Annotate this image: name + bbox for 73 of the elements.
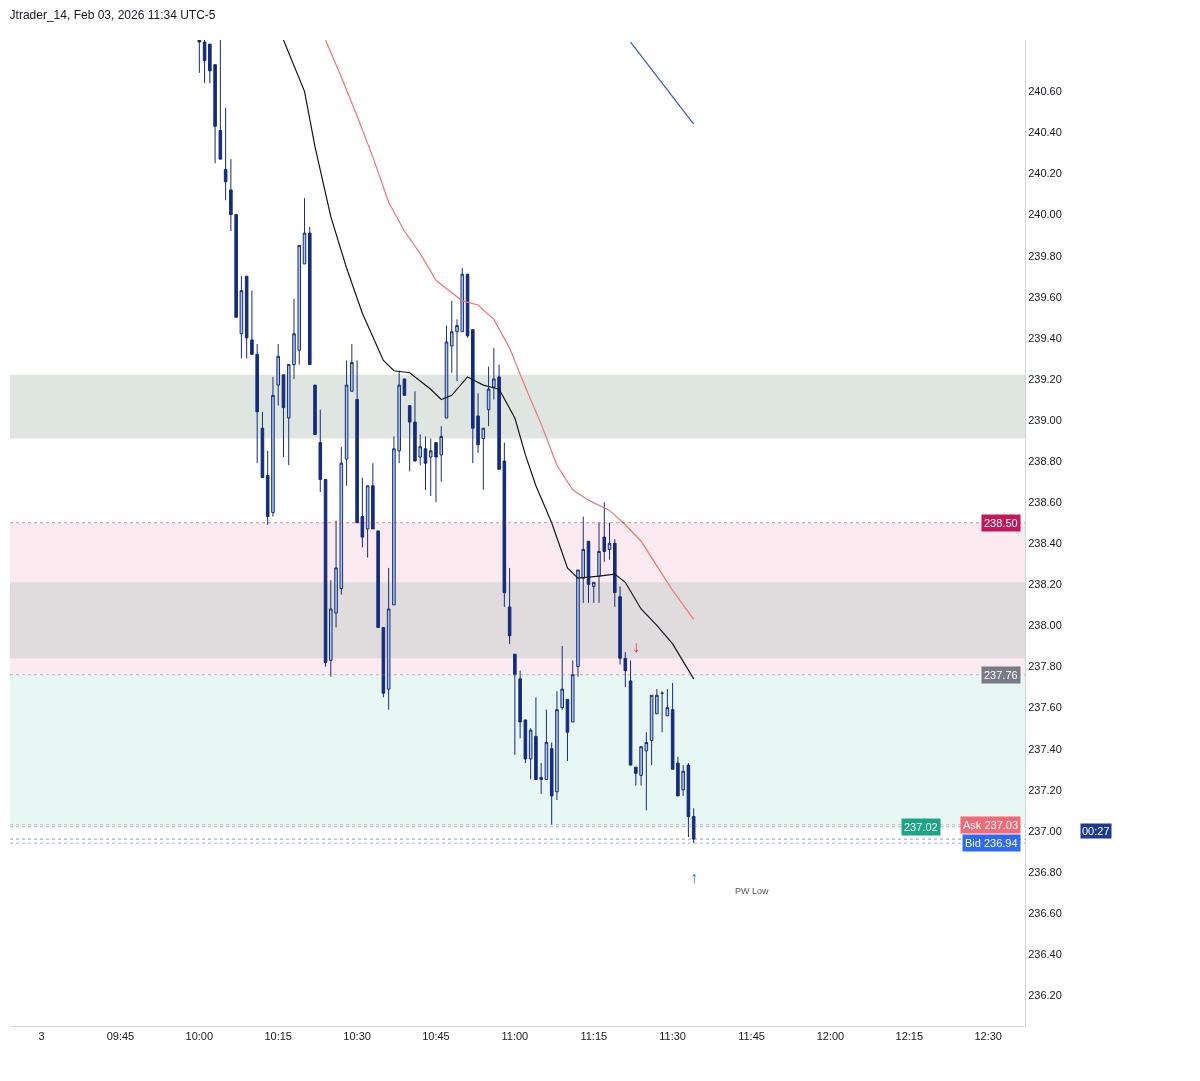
candlestick: [486, 366, 491, 427]
y-tick-label: 236.40: [1028, 947, 1062, 960]
x-tick-label: 11:45: [738, 1030, 765, 1043]
ref-line-label: 237.76: [984, 669, 1018, 681]
x-tick-label: 11:00: [501, 1030, 529, 1043]
y-tick-label: 237.80: [1028, 660, 1062, 673]
x-tick-label: 12:30: [974, 1030, 1002, 1043]
candlestick: [197, 40, 202, 74]
x-tick-label: 11:15: [580, 1030, 608, 1043]
ref-line-label: 238.50: [984, 517, 1018, 529]
annotation: ↑: [690, 869, 698, 886]
y-tick-label: 240.20: [1028, 167, 1062, 180]
x-tick-label: 10:30: [343, 1030, 371, 1043]
y-tick-label: 238.00: [1028, 619, 1062, 632]
candlestick: [660, 690, 664, 733]
x-tick-label: 3: [38, 1030, 45, 1043]
ref-line-label: 237.02: [904, 821, 938, 833]
candlestick: [244, 275, 249, 359]
candlestick: [628, 659, 633, 766]
candlestick: [276, 343, 280, 407]
x-tick-label: 10:00: [185, 1030, 214, 1043]
y-tick-label: 239.80: [1028, 249, 1062, 262]
x-tick-label: 10:45: [422, 1030, 450, 1043]
ref-line-label: Ask 237.03: [963, 819, 1019, 831]
x-tick-label: 12:00: [816, 1030, 845, 1043]
candlestick: [318, 409, 323, 493]
chart-title: Jtrader_14, Feb 03, 2026 11:34 UTC-5: [9, 8, 216, 23]
y-tick-label: 237.20: [1028, 783, 1062, 796]
candlestick: [218, 40, 223, 160]
y-tick-label: 240.00: [1028, 208, 1062, 221]
candlestick: [307, 226, 312, 366]
y-tick-label: 239.20: [1028, 372, 1062, 385]
candlestick: [423, 435, 428, 491]
y-tick-label: 236.80: [1028, 865, 1062, 878]
candlestick: [613, 538, 617, 608]
y-tick-label: 236.60: [1028, 906, 1062, 919]
y-tick-label: 238.60: [1028, 496, 1062, 509]
candlestick: [386, 567, 391, 711]
annotation: PW Low: [735, 886, 770, 896]
y-tick-label: 239.60: [1028, 290, 1062, 303]
candlestick: [565, 698, 570, 762]
y-tick-label: 239.40: [1028, 331, 1062, 344]
candlestick: [302, 197, 307, 265]
candlestick: [591, 581, 596, 604]
y-tick-label: 239.00: [1028, 413, 1062, 426]
y-tick-label: 238.40: [1028, 537, 1062, 550]
line-series: [282, 40, 695, 680]
candlestick: [560, 645, 564, 711]
y-tick-label: 236.20: [1028, 989, 1062, 1002]
y-tick-label: 240.60: [1028, 85, 1062, 98]
annotation: ↓: [632, 638, 640, 655]
candlestick: [507, 567, 512, 645]
candlestick: [513, 653, 517, 756]
ref-line-label: Bid 236.94: [965, 837, 1018, 849]
line-series: [324, 40, 695, 620]
x-tick-label: 09:45: [106, 1030, 135, 1043]
y-tick-label: 238.80: [1028, 454, 1062, 467]
x-tick-label: 11:30: [659, 1030, 686, 1043]
candlestick: [313, 384, 317, 435]
candlestick: [665, 688, 670, 717]
candlestick: [281, 374, 286, 458]
x-tick-label: 10:15: [264, 1030, 292, 1043]
candlestick: [570, 659, 575, 723]
candlestick: [691, 807, 696, 844]
y-tick-label: 237.40: [1028, 742, 1062, 755]
text: 00:27: [1082, 825, 1110, 837]
candlestick: [223, 107, 228, 201]
y-tick-label: 237.00: [1028, 824, 1062, 837]
y-tick-label: 237.60: [1028, 701, 1062, 714]
y-tick-label: 238.20: [1028, 578, 1062, 591]
candlestick: [607, 522, 612, 561]
x-tick-label: 12:15: [895, 1030, 924, 1043]
y-tick-label: 240.40: [1028, 126, 1062, 139]
